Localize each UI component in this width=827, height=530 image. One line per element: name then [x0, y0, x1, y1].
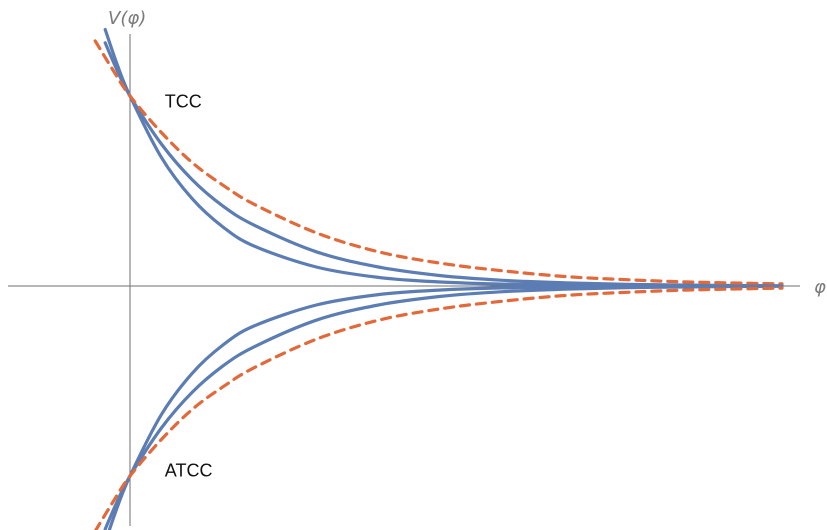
x-axis-label: φ: [814, 277, 826, 298]
solid-series-line-1: [103, 27, 784, 288]
annotations-group: TCC ATCC: [165, 92, 213, 481]
solid-series-line-4: [107, 284, 784, 530]
solid-series-line-2: [103, 41, 784, 288]
dashed-series-line-3: [93, 39, 784, 286]
dashed-series-line-6: [93, 286, 784, 530]
annotation-atcc: ATCC: [165, 460, 213, 480]
annotation-tcc: TCC: [165, 92, 202, 112]
curves-group: [93, 27, 784, 530]
y-axis-label: V(φ): [108, 8, 146, 29]
solid-series-line-5: [103, 284, 784, 530]
